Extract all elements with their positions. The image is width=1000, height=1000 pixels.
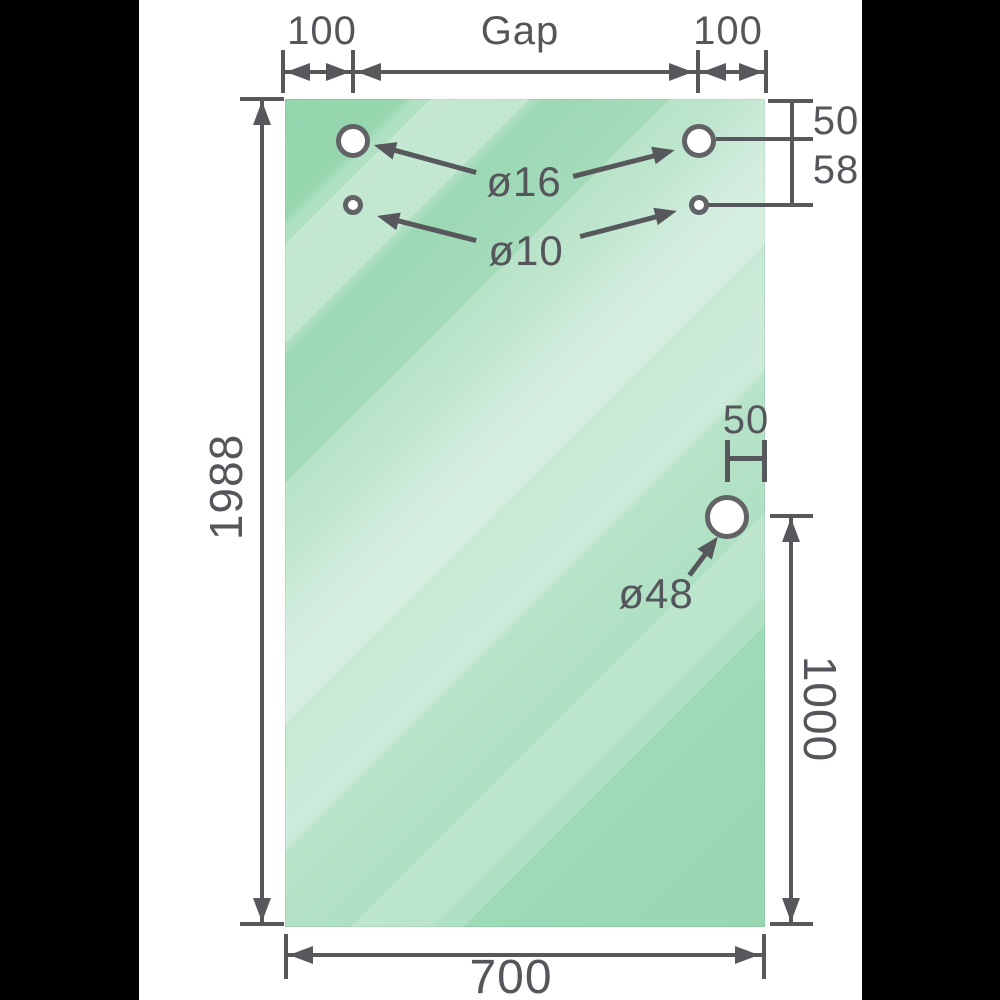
top-dim-tick <box>696 50 700 93</box>
pillarbox-left <box>0 0 139 1000</box>
hole16-extension-line <box>716 137 813 141</box>
dim-label-hole48-to-bottom: 1000 <box>794 655 846 763</box>
arrowhead-left-icon <box>289 946 313 964</box>
label-hole10-diameter: ø10 <box>488 227 564 274</box>
dim-label-hole16-to-hole10: 58 <box>812 148 860 192</box>
top-dim-tick <box>764 50 768 93</box>
hole10-extension-line <box>708 203 813 207</box>
arrowhead-right-icon <box>735 946 759 964</box>
arrowhead-right-icon <box>669 63 693 81</box>
right-top-dim-tick <box>768 99 813 103</box>
hole-10-left <box>343 195 363 215</box>
right-top-dim-line <box>790 101 794 205</box>
top-dim-tick <box>351 50 355 93</box>
dim-label-edge-to-hole16: 50 <box>812 99 860 143</box>
hole-48 <box>705 495 749 539</box>
top-dim-line <box>283 70 766 74</box>
dim-1000-line <box>789 516 793 924</box>
dim-width-tick <box>762 934 766 979</box>
arrowhead-left-icon <box>357 63 381 81</box>
hole48-offset-dim-line <box>728 456 765 461</box>
dim-label-offset-right: 100 <box>693 9 763 53</box>
arrowhead-down-icon <box>782 898 800 922</box>
dim-label-hole48-to-edge: 50 <box>722 398 770 442</box>
dim-label-offset-left: 100 <box>287 9 357 53</box>
hole48-offset-tick <box>762 440 767 482</box>
dim-label-panel-width: 700 <box>469 951 553 1000</box>
dim-label-panel-height: 1988 <box>200 433 252 541</box>
arrowhead-up-icon <box>782 518 800 542</box>
hole-10-right <box>689 195 709 215</box>
dim-width-line <box>286 953 764 957</box>
pillarbox-right <box>862 0 1000 1000</box>
hole-16-right <box>682 124 716 158</box>
arrowhead-right-icon <box>739 63 763 81</box>
arrowhead-right-icon <box>326 63 350 81</box>
dim-label-gap: Gap <box>480 9 560 53</box>
arrowhead-left-icon <box>702 63 726 81</box>
label-hole16-diameter: ø16 <box>486 158 562 205</box>
dim-height-tick <box>240 97 284 101</box>
glass-panel <box>285 99 765 927</box>
dim-height-tick <box>240 922 284 926</box>
top-dim-tick <box>281 50 285 93</box>
hole48-offset-tick <box>725 440 730 482</box>
arrowhead-down-icon <box>253 898 271 922</box>
hole-16-left <box>336 124 370 158</box>
dim-height-line <box>260 99 264 924</box>
arrowhead-up-icon <box>253 101 271 125</box>
arrowhead-left-icon <box>286 63 310 81</box>
dim-1000-tick <box>770 922 813 926</box>
dim-1000-tick <box>770 514 813 518</box>
label-hole48-diameter: ø48 <box>618 570 694 617</box>
